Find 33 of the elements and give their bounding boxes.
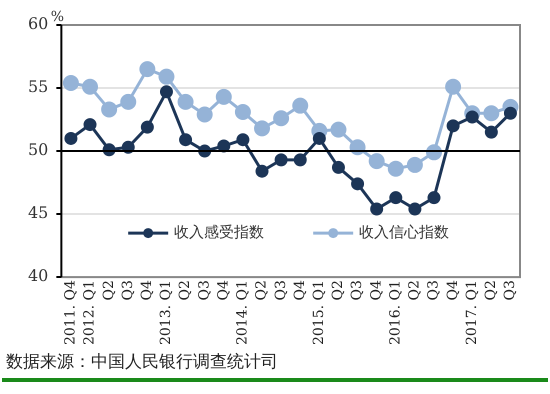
y-tick-label: 40 (28, 266, 48, 286)
x-tick-label: Q3 (272, 280, 289, 300)
y-axis-title: % (50, 9, 64, 25)
source-note: 数据来源：中国人民银行调查统计司 (6, 351, 278, 373)
x-tick-label: Q2 (406, 280, 423, 300)
x-tick-label: Q2 (482, 280, 499, 300)
x-tick-label: Q3 (349, 280, 366, 300)
y-tick-label: 45 (28, 203, 48, 222)
x-tick-label: 2014. Q1 (234, 280, 251, 346)
x-tick-label: Q3 (502, 280, 518, 300)
x-tick-label: Q4 (215, 280, 232, 300)
x-tick-label: Q4 (368, 280, 384, 300)
x-tick-label: 2016. Q1 (387, 280, 404, 346)
y-tick-label: 50 (28, 140, 48, 160)
x-tick-label: Q2 (330, 280, 346, 300)
x-tick-label: 2011. Q4 (62, 280, 79, 346)
x-tick-label: Q4 (138, 280, 155, 300)
x-tick-label: Q3 (120, 280, 136, 300)
x-tick-label: Q3 (426, 280, 442, 300)
x-tick-label: Q4 (292, 280, 308, 300)
legend-label: 收入信心指数 (359, 222, 450, 241)
x-tick-label: Q2 (100, 280, 117, 300)
x-tick-label: 2017. Q1 (464, 280, 480, 346)
y-tick-label: 60 (28, 14, 48, 34)
legend-label: 收入感受指数 (174, 222, 264, 241)
x-tick-label: Q2 (254, 280, 270, 300)
x-tick-label: 2012. Q1 (82, 280, 98, 346)
y-tick-label: 55 (28, 77, 48, 96)
x-tick-label: 2015. Q1 (310, 280, 327, 346)
x-tick-label: Q3 (196, 280, 212, 300)
x-tick-label: Q2 (177, 280, 194, 300)
x-tick-label: 2013. Q1 (158, 280, 174, 346)
x-tick-label: Q4 (444, 280, 461, 300)
